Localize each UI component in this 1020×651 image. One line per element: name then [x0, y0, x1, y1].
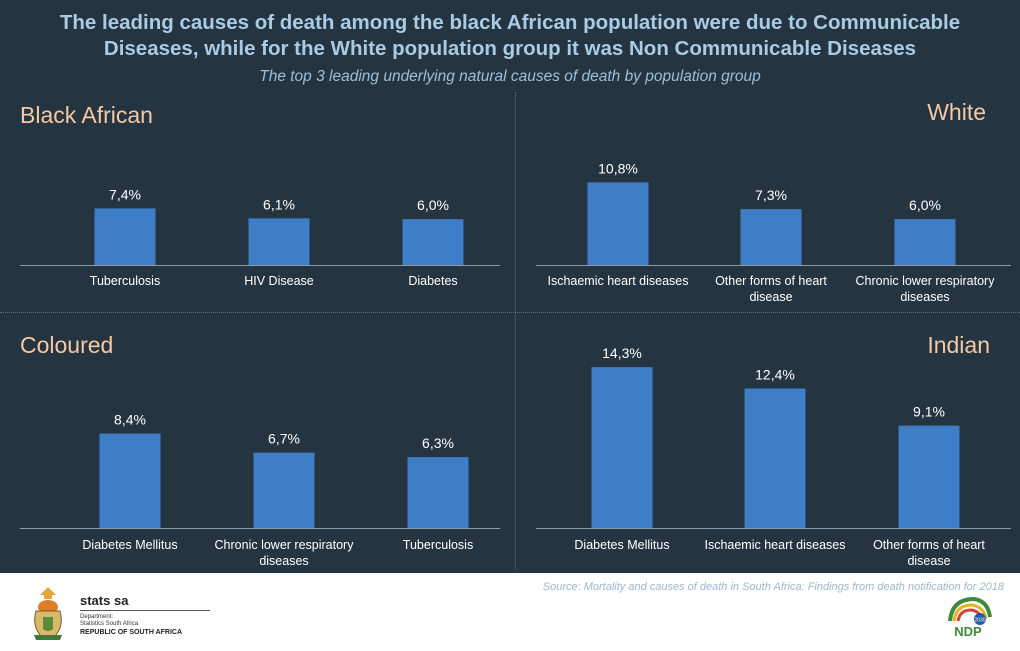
bar: [402, 219, 464, 265]
headline: The leading causes of death among the bl…: [10, 10, 1010, 62]
data-label: 7,3%: [755, 187, 787, 203]
department-name: Statistics South Africa: [80, 621, 139, 627]
category-label: Diabetes Mellitus: [574, 538, 669, 552]
vertical-divider: [515, 92, 516, 570]
data-label: 7,4%: [109, 186, 141, 202]
ndp-year: 2030: [974, 618, 985, 624]
data-label: 6,1%: [263, 196, 295, 212]
bar: [740, 209, 802, 265]
category-label: disease: [907, 554, 950, 568]
category-label: diseases: [900, 290, 949, 304]
stats-sa-logo: stats sa Department: Statistics South Af…: [30, 585, 210, 645]
data-label: 6,0%: [417, 197, 449, 213]
chart-panel-black-african: Black African 7,4% Tuberculosis 6,1% HIV Di…: [0, 92, 515, 312]
footer: Source: Mortality and causes of death in…: [0, 573, 1020, 651]
republic-label: REPUBLIC OF SOUTH AFRICA: [80, 629, 183, 636]
chart-panel-white: White 10,8% Ischaemic heart diseases 7,3% O…: [516, 92, 1020, 312]
bar: [248, 218, 310, 265]
bar: [253, 452, 315, 528]
headline-line-1: The leading causes of death among the bl…: [59, 11, 961, 34]
coat-of-arms-icon: [34, 587, 62, 640]
data-label: 10,8%: [598, 160, 638, 176]
headline-line-2: Diseases, while for the White population…: [103, 37, 917, 60]
source-note: Source: Mortality and causes of death in…: [542, 581, 1004, 593]
category-label: Ischaemic heart diseases: [547, 274, 688, 288]
panel-title: White: [927, 99, 986, 125]
bar: [94, 208, 156, 265]
category-label: Diabetes: [408, 274, 457, 288]
category-label: Tuberculosis: [90, 274, 160, 288]
bar: [587, 182, 649, 265]
bar-chart-coloured: 8,4% Diabetes Mellitus 6,7% Chronic lower r…: [20, 412, 500, 568]
data-label: 12,4%: [755, 367, 795, 383]
brand-name: stats sa: [80, 593, 129, 608]
category-label: Chronic lower respiratory: [856, 274, 996, 288]
category-label: diseases: [259, 554, 308, 568]
subtitle: The top 3 leading underlying natural cau…: [259, 68, 761, 85]
data-label: 6,3%: [422, 435, 454, 451]
category-label: Ischaemic heart diseases: [704, 538, 845, 552]
bar: [407, 457, 469, 528]
chart-panel-indian: Indian 14,3% Diabetes Mellitus 12,4% Ischae…: [516, 313, 1020, 571]
category-label: disease: [749, 290, 792, 304]
bar: [898, 425, 960, 528]
category-label: HIV Disease: [244, 274, 314, 288]
brand-rule: [80, 610, 210, 611]
panel-title: Indian: [927, 332, 990, 358]
data-label: 6,7%: [268, 431, 300, 447]
category-label: Diabetes Mellitus: [82, 538, 177, 552]
bar: [591, 367, 653, 528]
category-label: Other forms of heart: [873, 538, 985, 552]
ndp-logo-icon: 2030 NDP: [948, 596, 992, 639]
data-label: 9,1%: [913, 404, 945, 420]
category-label: Chronic lower respiratory: [215, 538, 355, 552]
ndp-text: NDP: [954, 624, 982, 639]
bar-chart-indian: 14,3% Diabetes Mellitus 12,4% Ischaemic hea…: [536, 345, 1011, 568]
bar: [99, 433, 161, 528]
chart-panel-coloured: Coloured 8,4% Diabetes Mellitus 6,7% Chroni…: [0, 313, 515, 571]
infographic-slide: The leading causes of death among the bl…: [0, 0, 1020, 573]
data-label: 6,0%: [909, 197, 941, 213]
department-label: Department:: [80, 614, 114, 620]
panel-title: Coloured: [20, 332, 114, 358]
data-label: 14,3%: [602, 345, 642, 361]
bar-chart-black-african: 7,4% Tuberculosis 6,1% HIV Disease 6,0% Diabe…: [20, 186, 500, 288]
bar: [894, 219, 956, 265]
horizontal-divider: [0, 312, 1020, 313]
bar: [744, 388, 806, 528]
category-label: Other forms of heart: [715, 274, 827, 288]
panel-title: Black African: [20, 102, 153, 128]
bar-chart-white: 10,8% Ischaemic heart diseases 7,3% Other f…: [536, 160, 1011, 304]
data-label: 8,4%: [114, 412, 146, 428]
category-label: Tuberculosis: [403, 538, 473, 552]
